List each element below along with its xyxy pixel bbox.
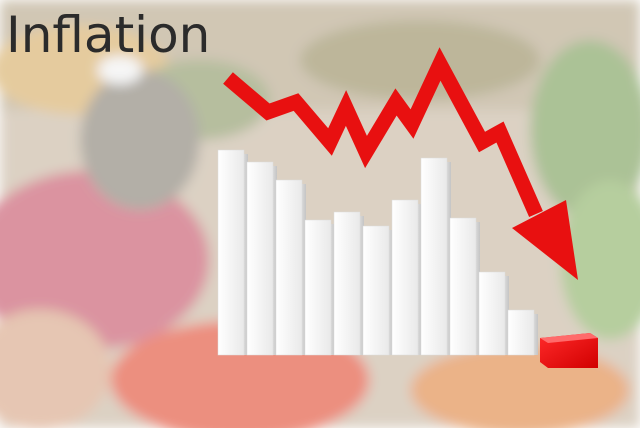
bar-side	[244, 154, 248, 355]
bar-side	[389, 230, 393, 355]
bar-side	[534, 314, 538, 355]
bar	[420, 157, 448, 356]
title: Inflation	[6, 6, 210, 64]
bar	[478, 271, 506, 356]
bar	[304, 219, 332, 356]
red-bar-top	[540, 333, 598, 343]
bar-side	[505, 276, 509, 355]
bar-side	[418, 204, 422, 355]
bar	[246, 161, 274, 356]
bar-side	[447, 162, 451, 355]
bar	[217, 149, 245, 356]
bar	[275, 179, 303, 356]
bar	[333, 211, 361, 356]
bar	[391, 199, 419, 356]
bar-side	[302, 184, 306, 355]
bar-side	[476, 222, 480, 355]
bar-side	[273, 166, 277, 355]
bar-illustration	[217, 149, 598, 368]
bar-side	[360, 216, 364, 355]
bar-side	[331, 224, 335, 355]
down-arrow	[223, 47, 578, 280]
bar	[362, 225, 390, 356]
bar	[507, 309, 535, 356]
bar	[449, 217, 477, 356]
